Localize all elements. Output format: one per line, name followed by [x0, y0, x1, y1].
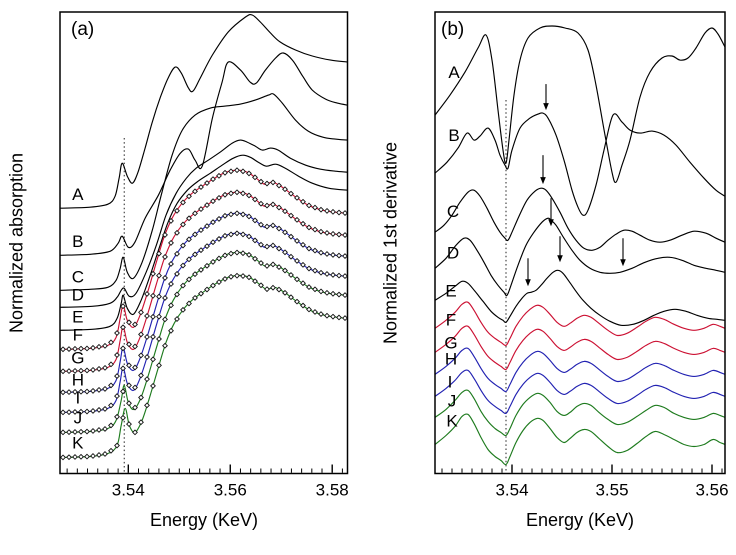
curve-label-f: F [446, 310, 456, 329]
spectrum-curve-b [435, 112, 725, 216]
data-markers-g [60, 189, 348, 375]
x-tick-label: 3.58 [316, 481, 349, 500]
curve-label-g: G [71, 348, 84, 367]
arrow-annotation-5 [525, 258, 531, 287]
curve-label-i: I [75, 388, 80, 407]
curve-label-h: H [72, 370, 84, 389]
spectrum-curve-e [60, 154, 348, 331]
curve-label-i: I [448, 372, 453, 391]
curve-label-d: D [447, 243, 459, 262]
data-markers-k [60, 272, 348, 461]
spectrum-curve-h [60, 212, 348, 393]
curve-label-a: A [72, 185, 84, 204]
spectrum-curve-k [60, 274, 348, 459]
spectrum-curve-c [435, 187, 725, 251]
spectrum-curve-i [435, 369, 725, 415]
arrow-annotation-2 [540, 155, 546, 185]
curve-label-j: J [74, 408, 83, 427]
x-tick-label: 3.56 [214, 481, 247, 500]
panel-label-b: (b) [441, 19, 465, 40]
spectrum-curve-j [435, 389, 725, 437]
spectrum-curve-a [435, 25, 725, 184]
spectrum-curve-d [435, 217, 725, 297]
x-tick-label: 3.55 [595, 481, 628, 500]
spectrum-curve-e [435, 269, 725, 327]
y-axis-label-derivative: Normalized 1st derivative [380, 141, 401, 345]
panel-label-a: (a) [71, 19, 95, 40]
curve-label-k: K [446, 411, 458, 430]
spectrum-curve-j [60, 251, 348, 434]
curve-label-c: C [447, 202, 459, 221]
arrow-annotation-6 [620, 238, 626, 267]
curve-label-f: F [73, 325, 83, 344]
x-tick-label: 3.54 [495, 481, 528, 500]
y-axis-label-absorption: Normalized absorption [6, 152, 27, 334]
data-markers-f [60, 167, 348, 353]
curve-label-h: H [445, 349, 457, 368]
spectrum-curve-d [60, 139, 348, 308]
arrow-annotation-3 [548, 198, 554, 227]
spectrum-curve-k [435, 413, 725, 466]
curve-label-b: B [448, 126, 459, 145]
curve-label-j: J [448, 391, 457, 410]
arrow-annotation-4 [557, 236, 563, 263]
spectrum-curve-b [60, 52, 348, 256]
spectrum-curve-h [435, 347, 725, 393]
spectrum-curve-f [60, 169, 348, 350]
curve-label-a: A [448, 63, 460, 82]
curve-label-e: E [445, 281, 456, 300]
data-markers-i [60, 230, 348, 416]
x-axis-label-panel-b: Energy (KeV) [525, 510, 635, 530]
spectrum-curve-c [60, 92, 348, 291]
axes-frame [59, 11, 349, 475]
curve-label-d: D [72, 285, 84, 304]
axes-frame [434, 11, 726, 475]
curve-label-g: G [444, 333, 457, 352]
spectrum-curve-f [435, 301, 725, 347]
spectrum-curve-a [60, 13, 348, 209]
arrow-annotation-1 [543, 84, 549, 111]
spectrum-curve-i [60, 232, 348, 413]
x-tick-label: 3.54 [112, 481, 145, 500]
data-markers-h [60, 210, 348, 396]
data-markers-j [60, 249, 348, 436]
spectrum-curve-g [435, 325, 725, 371]
x-tick-label: 3.56 [695, 481, 728, 500]
curve-label-k: K [72, 433, 84, 452]
x-axis-label-panel-a: Energy (KeV) [149, 510, 259, 530]
curve-label-b: B [72, 232, 83, 251]
curve-label-e: E [72, 307, 83, 326]
curve-label-c: C [72, 267, 84, 286]
